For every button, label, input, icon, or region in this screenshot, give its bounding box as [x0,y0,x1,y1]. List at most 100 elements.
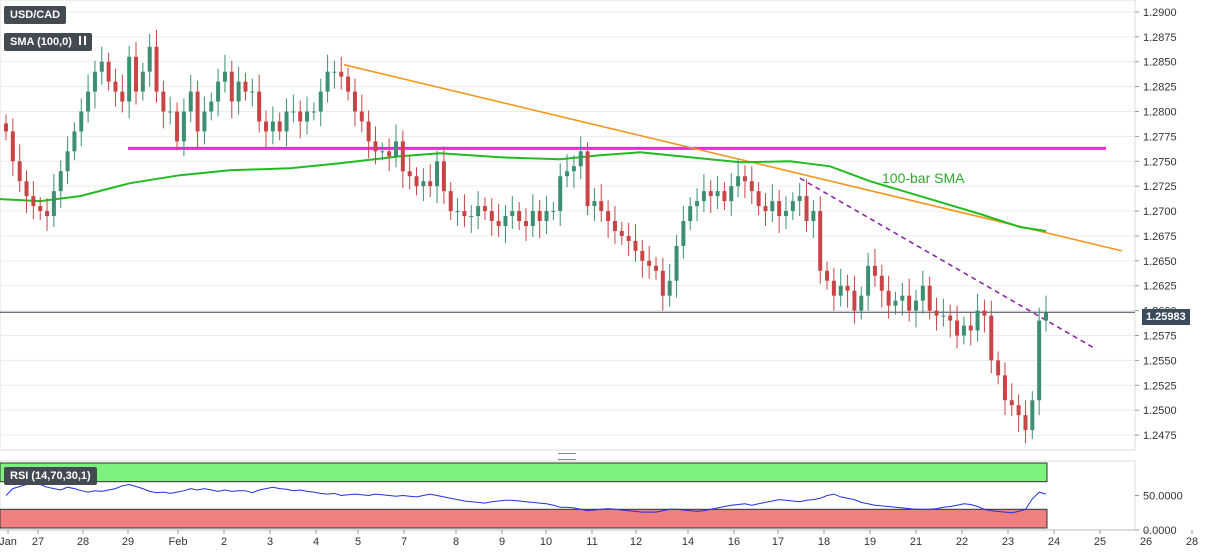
y-tick-label: 1.2775 [1143,131,1177,143]
panel-resize-handle[interactable] [558,453,576,460]
time-axis: Jan 27 28 29 Feb 2 3 4 5 7 8 9 10 11 12 14 16 17 18 19 21 22 2… [0,529,1198,548]
x-tick-label: 17 [772,536,784,548]
candle-body [1016,405,1021,416]
candle-body [195,91,200,132]
candles [4,29,1048,444]
candle-body [647,260,652,266]
candle-body [24,181,29,197]
candle-body [571,166,576,172]
candle-body [599,201,604,212]
sma-100-line [0,151,1047,232]
candle-body [975,310,980,331]
y-tick-label: 1.2500 [1143,405,1177,417]
candle-body [462,211,467,217]
candle-body [825,270,830,281]
indicator-lines [0,63,1135,350]
y-tick-label: 1.2525 [1143,380,1177,392]
candle-body [10,131,15,162]
candle-body [407,171,412,177]
candle-body [503,216,508,226]
candle-body [565,171,570,177]
candle-body [900,295,905,301]
x-tick-label: 18 [818,536,830,548]
candle-body [688,206,693,222]
candle-body [1030,400,1035,431]
candle-body [722,191,727,202]
x-tick-label: Feb [169,536,188,548]
candle-body [106,61,111,82]
symbol-badge[interactable]: USD/CAD [4,6,67,24]
candle-body [441,161,446,192]
y-tick-label: 1.2750 [1143,156,1177,168]
rsi-panel: 50.0000 0.0000 [0,460,1183,537]
candle-body [660,270,665,296]
candle-body [298,111,303,122]
y-tick-label: 1.2800 [1143,107,1177,119]
sma-indicator-badge[interactable]: SMA (100,0) [4,33,93,51]
candle-body [400,141,405,172]
resistance-trendline [343,63,1123,252]
x-tick-label: 14 [682,536,694,548]
rsi-indicator-badge[interactable]: RSI (14,70,30,1) [4,467,97,485]
candle-body [1044,312,1048,321]
candle-body [948,315,953,321]
candle-body [818,211,823,271]
candle-body [530,211,535,226]
candle-body [907,295,912,311]
y-tick-label: 1.2700 [1143,206,1177,218]
candle-body [626,235,631,241]
candle-body [695,201,700,207]
candle-body [38,206,43,212]
candle-body [701,191,706,202]
candle-body [17,161,22,182]
candle-body [455,211,460,213]
candle-body [934,310,939,316]
x-tick-label: 12 [630,536,642,548]
price-plot-area [0,0,1136,451]
x-tick-label: 8 [453,536,459,548]
candle-body [264,121,268,132]
candle-body [866,265,871,296]
candle-body [763,206,768,212]
x-tick-label: Jan [0,536,17,548]
candle-body [831,280,836,296]
candle-body [941,315,946,317]
y-tick-label: 1.2725 [1143,181,1177,193]
candle-body [729,186,734,202]
candle-body [1009,400,1014,406]
candle-body [140,71,145,92]
candle-body [654,265,658,271]
candle-body [305,111,310,122]
candle-body [373,141,378,152]
candle-body [216,81,221,102]
candle-body [147,46,152,72]
y-tick-label: 1.2875 [1143,32,1177,44]
rsi-oversold-zone [0,508,1048,529]
rsi-overbought-zone [0,462,1048,483]
x-tick-label: 26 [1140,536,1152,548]
candle-body [777,201,782,217]
candle-body [859,295,864,311]
candle-body [359,111,364,122]
candle-body [380,151,385,153]
candle-body [469,216,474,218]
x-tick-label: 11 [586,536,597,548]
candle-body [790,201,795,212]
candle-body [619,230,624,236]
candle-body [243,81,248,92]
candle-body [667,280,672,296]
candle-body [448,191,453,212]
x-tick-label: 29 [122,536,134,548]
candle-body [955,320,960,336]
candle-body [92,71,97,92]
candle-body [496,221,501,226]
candle-body [65,151,70,172]
candle-body [339,71,344,77]
candle-body [161,91,166,112]
candle-body [961,325,966,336]
x-tick-label: 16 [728,536,740,548]
candle-body [578,151,583,167]
candle-body [968,325,973,331]
y-tick-label: 1.2575 [1143,331,1177,343]
